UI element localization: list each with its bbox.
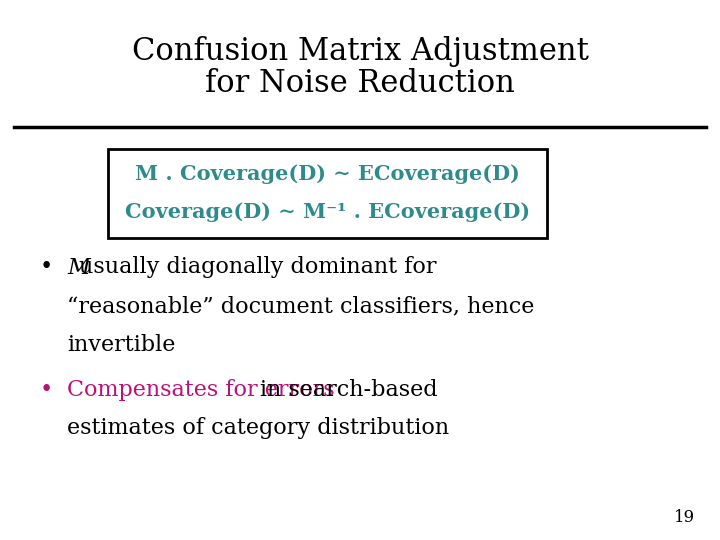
Text: Confusion Matrix Adjustment: Confusion Matrix Adjustment xyxy=(132,36,588,67)
Text: 19: 19 xyxy=(674,510,695,526)
Text: Compensates for errors: Compensates for errors xyxy=(67,379,335,401)
Text: M: M xyxy=(67,256,90,279)
Text: for Noise Reduction: for Noise Reduction xyxy=(205,68,515,99)
Text: •: • xyxy=(40,379,53,401)
Text: Coverage(D) ∼ M⁻¹ . ECoverage(D): Coverage(D) ∼ M⁻¹ . ECoverage(D) xyxy=(125,202,530,222)
FancyBboxPatch shape xyxy=(108,148,547,238)
Text: in search-based: in search-based xyxy=(260,379,438,401)
Text: estimates of category distribution: estimates of category distribution xyxy=(67,417,449,440)
Text: M . Coverage(D) ∼ ECoverage(D): M . Coverage(D) ∼ ECoverage(D) xyxy=(135,164,520,184)
Text: invertible: invertible xyxy=(67,334,176,356)
Text: •: • xyxy=(40,256,53,279)
Text: “reasonable” document classifiers, hence: “reasonable” document classifiers, hence xyxy=(67,295,534,318)
Text: usually diagonally dominant for: usually diagonally dominant for xyxy=(79,256,437,279)
